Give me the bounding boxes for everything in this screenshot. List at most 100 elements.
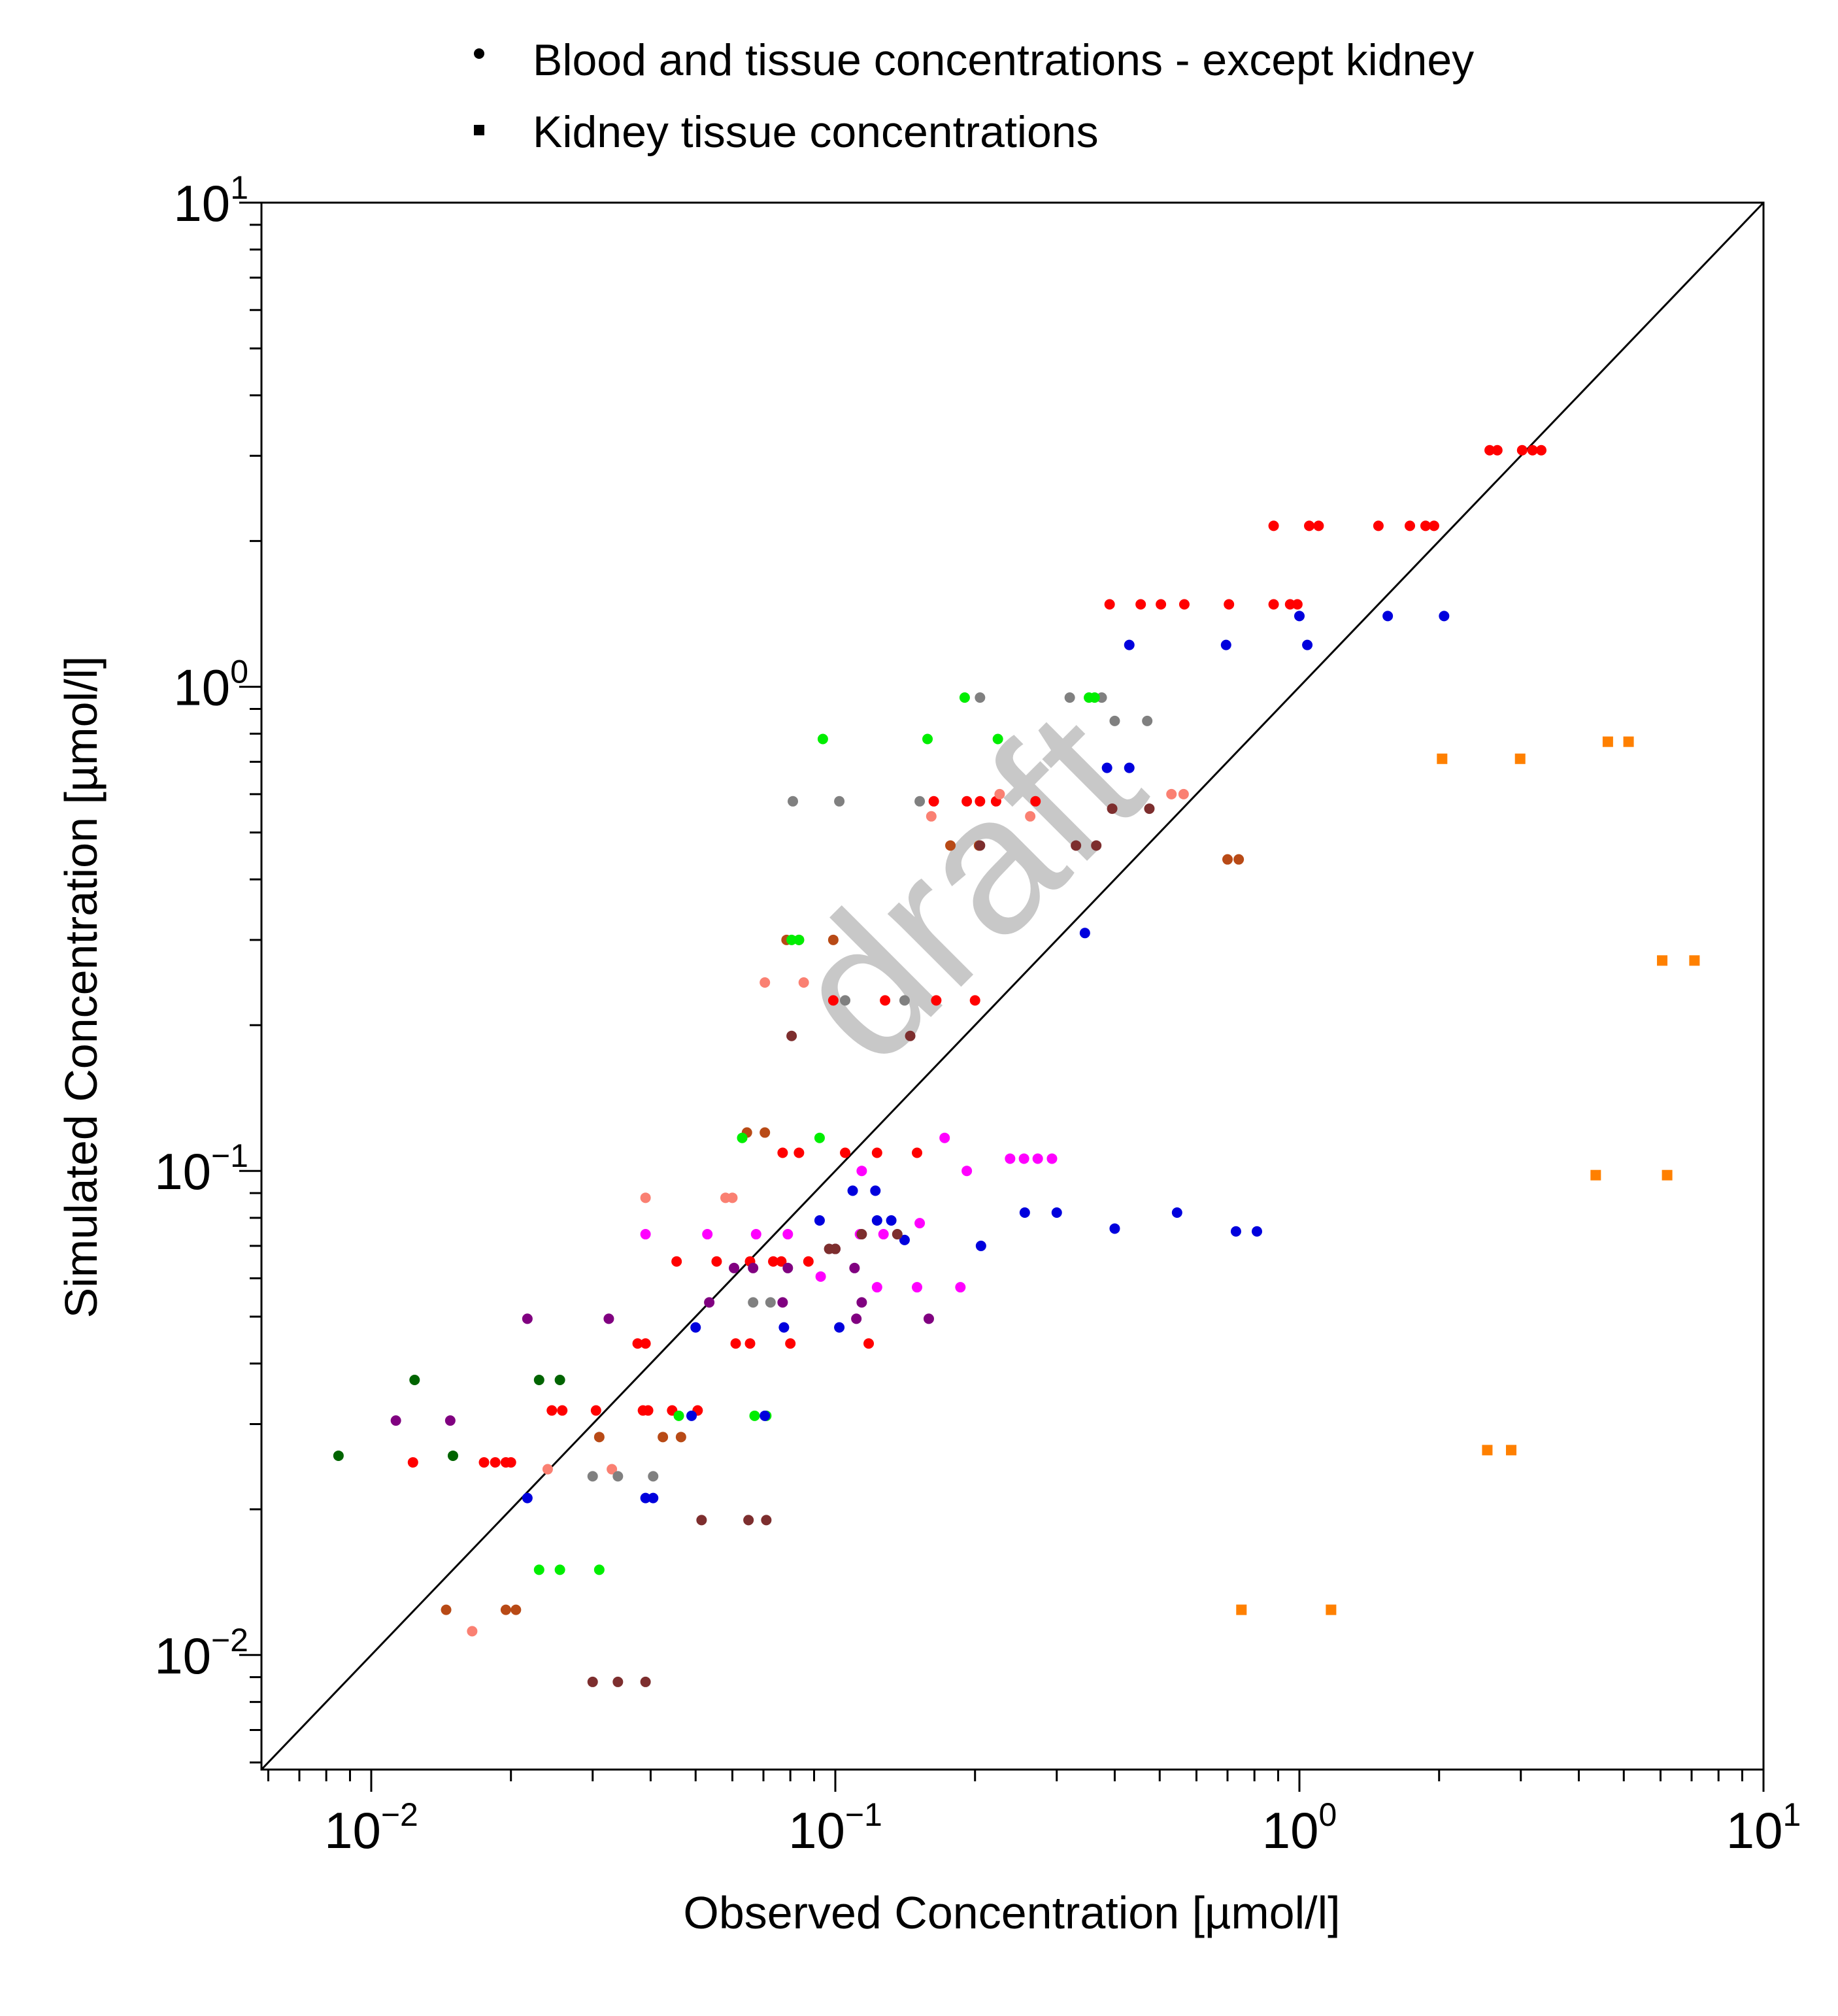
- data-point: [778, 1322, 790, 1333]
- data-point: [856, 1166, 867, 1177]
- data-point: [744, 1338, 756, 1349]
- data-point: [1018, 1153, 1029, 1164]
- data-point: [640, 1192, 651, 1203]
- data-point: [704, 1297, 715, 1308]
- data-point: [892, 1229, 903, 1240]
- data-point: [1178, 599, 1190, 610]
- legend: Blood and tissue concentrations - except…: [474, 35, 1474, 157]
- data-point: [593, 1432, 605, 1443]
- data-point: [992, 733, 1003, 745]
- data-point: [777, 1147, 788, 1158]
- data-point: [975, 840, 986, 851]
- data-point: [407, 1457, 418, 1468]
- data-point: [794, 1147, 805, 1158]
- data-point: [955, 1282, 966, 1293]
- data-point: [786, 934, 797, 945]
- data-point: [554, 1374, 565, 1385]
- data-point: [702, 1229, 713, 1240]
- data-point: [603, 1313, 614, 1324]
- data-point: [817, 733, 828, 745]
- watermark-text: draft: [748, 670, 1182, 1103]
- data-point: [447, 1450, 458, 1461]
- data-point: [390, 1415, 401, 1426]
- data-point: [554, 1564, 565, 1575]
- data-point: [840, 1147, 851, 1158]
- data-point: [1124, 762, 1135, 773]
- data-point: [500, 1604, 511, 1615]
- data-point: [749, 1410, 760, 1421]
- data-point: [926, 811, 937, 822]
- data-point: [803, 1256, 814, 1267]
- data-point: [975, 796, 986, 807]
- data-point: [899, 1234, 910, 1245]
- data-point: [1166, 788, 1177, 799]
- data-point: [1144, 803, 1155, 815]
- data-point: [1051, 1207, 1062, 1218]
- y-axis-label: Simulated Concentration [µmol/l]: [56, 656, 107, 1318]
- data-point: [961, 796, 973, 807]
- legend-label-kidney: Kidney tissue concentrations: [533, 107, 1099, 157]
- y-tick-label: 100: [173, 654, 248, 716]
- data-point: [478, 1457, 490, 1468]
- kidney-data-point: [1662, 1169, 1673, 1181]
- data-point: [1030, 796, 1041, 807]
- data-point: [1420, 520, 1431, 531]
- data-point: [856, 1297, 867, 1308]
- data-point: [814, 1215, 825, 1226]
- y-axis-ticks: [239, 201, 261, 1764]
- data-point: [923, 1313, 934, 1324]
- data-point: [931, 995, 942, 1006]
- data-point: [1064, 692, 1075, 703]
- data-point: [648, 1492, 659, 1504]
- data-point: [612, 1471, 624, 1482]
- data-point: [673, 1410, 684, 1421]
- data-point: [737, 1132, 748, 1143]
- data-point: [914, 796, 926, 807]
- data-point: [1230, 1226, 1241, 1237]
- data-point: [871, 1282, 882, 1293]
- data-points: [333, 445, 1700, 1687]
- data-point: [827, 934, 839, 945]
- data-point: [878, 1229, 889, 1240]
- y-tick-label: 10−2: [154, 1622, 248, 1685]
- kidney-data-point: [1657, 955, 1668, 966]
- data-point: [1107, 803, 1118, 815]
- data-point: [409, 1374, 420, 1385]
- data-point: [590, 1405, 601, 1416]
- data-point: [849, 1262, 860, 1273]
- data-point: [1071, 840, 1082, 851]
- data-point: [1019, 1207, 1030, 1218]
- data-point: [748, 1262, 759, 1273]
- legend-square-marker: [474, 125, 484, 135]
- data-point: [533, 1564, 544, 1575]
- data-point: [510, 1604, 522, 1615]
- data-point: [587, 1676, 598, 1687]
- data-point: [815, 1271, 826, 1282]
- data-point: [834, 796, 845, 807]
- x-axis-ticks: [267, 1770, 1765, 1792]
- data-point: [761, 1515, 772, 1526]
- data-point: [748, 1297, 759, 1308]
- data-point: [671, 1256, 682, 1267]
- data-point: [829, 1243, 841, 1254]
- data-point: [765, 1297, 776, 1308]
- kidney-data-point: [1514, 753, 1526, 764]
- data-point: [1252, 1226, 1263, 1237]
- data-point: [939, 1132, 950, 1143]
- data-point: [1292, 599, 1303, 610]
- kidney-data-point: [1602, 736, 1613, 747]
- data-point: [729, 1262, 740, 1273]
- data-point: [776, 1256, 787, 1267]
- data-point: [969, 995, 980, 1006]
- data-point: [1294, 611, 1305, 622]
- data-point: [1492, 445, 1503, 456]
- data-point: [1268, 599, 1279, 610]
- data-point: [1304, 520, 1315, 531]
- data-point: [640, 1229, 651, 1240]
- data-point: [1224, 599, 1235, 610]
- x-tick-label: 101: [1726, 1796, 1801, 1859]
- data-point: [959, 692, 970, 703]
- data-point: [1101, 762, 1112, 773]
- data-point: [945, 840, 956, 851]
